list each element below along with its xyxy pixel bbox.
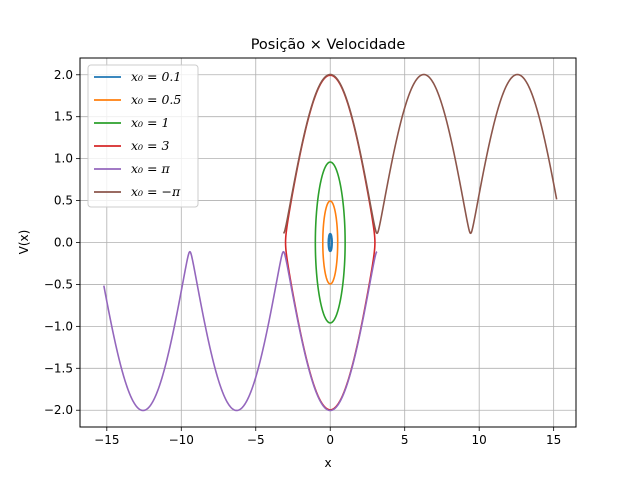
plot-lines — [103, 73, 558, 412]
x-tick-label: 10 — [472, 433, 487, 447]
x-tick-label: 5 — [401, 433, 409, 447]
x-axis-label: x — [324, 456, 331, 470]
legend: x₀ = 0.1 x₀ = 0.5 x₀ = 1 x₀ = 3 x₀ = π x₀ = −… — [87, 64, 199, 208]
series-line — [103, 250, 378, 412]
legend-label: x₀ = 1 — [131, 115, 169, 130]
plot-frame — [79, 57, 577, 428]
y-tick-label: −1.0 — [44, 319, 73, 333]
legend-label: x₀ = 0.1 — [131, 69, 181, 84]
legend-label: x₀ = 0.5 — [131, 92, 181, 107]
x-tick-label: −10 — [169, 433, 194, 447]
series-line — [327, 232, 333, 253]
grid — [80, 58, 576, 427]
y-tick-label: 2.0 — [54, 68, 73, 82]
y-tick-label: 0.5 — [54, 194, 73, 208]
y-tick-label: 1.0 — [54, 152, 73, 166]
x-tick-label: 0 — [326, 433, 334, 447]
y-axis-label: V(x) — [17, 230, 31, 255]
x-tick-label: −5 — [247, 433, 265, 447]
x-axis-ticks: −15 −10 −5 0 5 10 15 — [94, 427, 561, 447]
y-tick-label: −2.0 — [44, 403, 73, 417]
y-tick-label: 0.0 — [54, 236, 73, 250]
legend-label: x₀ = π — [131, 161, 170, 176]
series-line — [321, 200, 339, 285]
x-tick-label: −15 — [94, 433, 119, 447]
series-line — [314, 161, 346, 324]
y-tick-label: −0.5 — [44, 277, 73, 291]
chart-title: Posição × Velocidade — [251, 37, 406, 53]
y-tick-label: −1.5 — [44, 361, 73, 375]
y-tick-label: 1.5 — [54, 110, 73, 124]
x-tick-label: 15 — [546, 433, 561, 447]
legend-label: x₀ = 3 — [131, 138, 169, 153]
y-axis-ticks: −2.0 −1.5 −1.0 −0.5 0.0 0.5 1.0 1.5 2.0 — [44, 68, 80, 417]
series-line — [282, 73, 558, 235]
legend-label: x₀ = −π — [131, 184, 181, 199]
